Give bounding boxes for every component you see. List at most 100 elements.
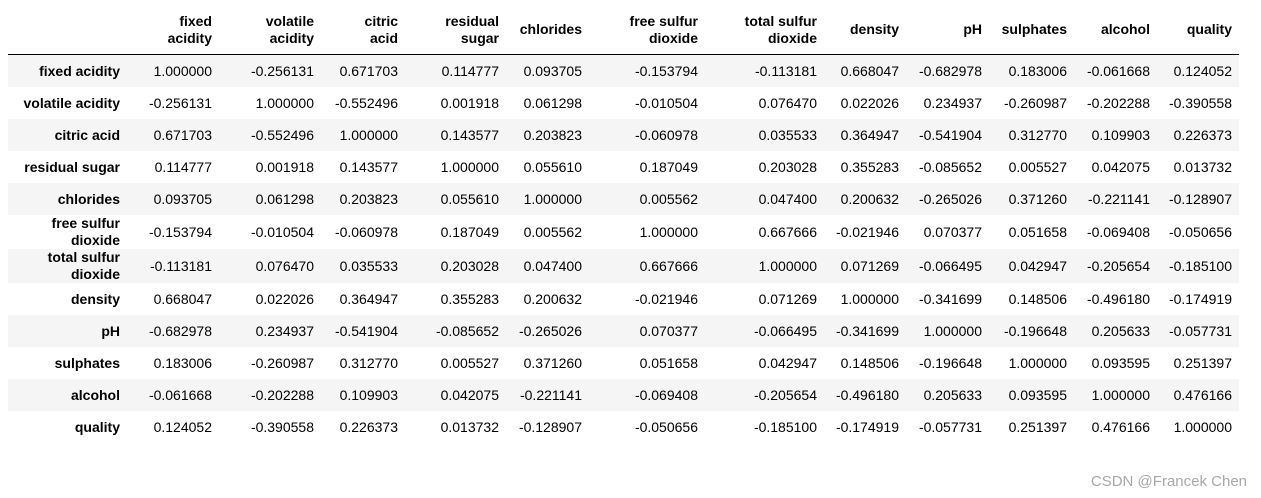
cell-value: -0.390558: [1168, 94, 1232, 111]
cell-value: 1.000000: [1008, 354, 1067, 371]
cell-value: 0.251397: [1173, 354, 1232, 371]
cell-value: 0.042075: [440, 386, 499, 403]
cell-value: -0.682978: [918, 62, 982, 79]
column-header-text: chlorides: [519, 21, 582, 37]
cell-value: 0.355283: [440, 290, 499, 307]
cell-value: 0.070377: [639, 322, 698, 339]
cell-value: 0.355283: [840, 158, 899, 175]
cell-value: 0.234937: [923, 94, 982, 111]
cell-value: 0.051658: [639, 354, 698, 371]
column-header-text: residual sugar: [445, 12, 499, 46]
cell-value: 0.070377: [923, 223, 982, 240]
cell-value: -0.010504: [634, 94, 698, 111]
cell-value: 0.042947: [758, 354, 817, 371]
cell-value: 0.183006: [1008, 62, 1067, 79]
row-label: total sulfur dioxide: [47, 249, 120, 282]
cell-value: 0.148506: [1008, 290, 1067, 307]
row-label: chlorides: [57, 190, 120, 207]
cell-value: 0.203823: [339, 190, 398, 207]
cell-value: 1.000000: [339, 126, 398, 143]
cell-value: -0.265026: [918, 190, 982, 207]
column-header: free sulfur dioxide: [589, 5, 705, 55]
cell-value: 0.203028: [440, 257, 499, 274]
column-header-text: sulphates: [1001, 21, 1067, 37]
cell-value: 0.093705: [523, 62, 582, 79]
cell-value: 0.055610: [440, 190, 499, 207]
cell-value: -0.185100: [753, 418, 817, 435]
table-row: density 0.668047 0.022026 0.364947 0.355283 0…: [8, 283, 1239, 315]
cell-value: 0.312770: [339, 354, 398, 371]
cell-value: 0.035533: [339, 257, 398, 274]
cell-value: 0.001918: [440, 94, 499, 111]
cell-value: -0.174919: [1168, 290, 1232, 307]
cell-value: -0.069408: [1086, 223, 1150, 240]
cell-value: -0.341699: [835, 322, 899, 339]
cell-value: -0.061668: [148, 386, 212, 403]
cell-value: -0.060978: [634, 126, 698, 143]
cell-value: -0.050656: [1168, 223, 1232, 240]
cell-value: 0.022026: [840, 94, 899, 111]
table-row: citric acid 0.671703 -0.552496 1.000000 0.14…: [8, 119, 1239, 151]
cell-value: 0.013732: [440, 418, 499, 435]
cell-value: -0.021946: [835, 223, 899, 240]
cell-value: -0.061668: [1086, 62, 1150, 79]
row-label: quality: [74, 418, 120, 435]
cell-value: -0.113181: [754, 62, 817, 79]
cell-value: 0.093595: [1091, 354, 1150, 371]
table-row: quality 0.124052 -0.390558 0.226373 0.013732…: [8, 411, 1239, 443]
cell-value: -0.202288: [250, 386, 314, 403]
row-label: pH: [101, 322, 120, 339]
cell-value: 0.203823: [523, 126, 582, 143]
column-header: sulphates: [989, 5, 1074, 55]
cell-value: -0.256131: [250, 62, 314, 79]
cell-value: 0.183006: [153, 354, 212, 371]
cell-value: 0.005562: [523, 223, 582, 240]
cell-value: -0.128907: [1168, 190, 1232, 207]
table-row: sulphates 0.183006 -0.260987 0.312770 0.0055…: [8, 347, 1239, 379]
cell-value: -0.256131: [148, 94, 212, 111]
column-header: pH: [906, 5, 989, 55]
cell-value: -0.205654: [753, 386, 817, 403]
cell-value: -0.060978: [334, 223, 398, 240]
cell-value: 0.047400: [523, 257, 582, 274]
cell-value: 0.312770: [1008, 126, 1067, 143]
cell-value: 1.000000: [840, 290, 899, 307]
column-header: volatile acidity: [219, 5, 321, 55]
cell-value: 0.234937: [255, 322, 314, 339]
cell-value: 0.187049: [639, 158, 698, 175]
cell-value: 0.476166: [1091, 418, 1150, 435]
cell-value: -0.552496: [334, 94, 398, 111]
column-header-text: volatile acidity: [265, 12, 314, 46]
cell-value: -0.010504: [250, 223, 314, 240]
row-label: volatile acidity: [23, 94, 120, 111]
cell-value: 0.124052: [1173, 62, 1232, 79]
column-header: chlorides: [506, 5, 589, 55]
cell-value: -0.153794: [634, 62, 698, 79]
column-header: quality: [1157, 5, 1239, 55]
row-label: free sulfur dioxide: [51, 215, 120, 248]
cell-value: 0.667666: [758, 223, 817, 240]
table-row: residual sugar 0.114777 0.001918 0.143577 1.…: [8, 151, 1239, 183]
column-header-text: alcohol: [1100, 21, 1150, 37]
cell-value: 0.226373: [1173, 126, 1232, 143]
column-header: density: [824, 5, 906, 55]
cell-value: 0.671703: [153, 126, 212, 143]
cell-value: 1.000000: [758, 257, 817, 274]
cell-value: 0.093595: [1008, 386, 1067, 403]
corner-cell: [8, 5, 127, 55]
column-header-text: free sulfur dioxide: [629, 12, 698, 46]
row-label: fixed acidity: [39, 62, 120, 79]
cell-value: 0.013732: [1173, 158, 1232, 175]
cell-value: 0.371260: [523, 354, 582, 371]
row-label: sulphates: [54, 354, 120, 371]
cell-value: -0.021946: [634, 290, 698, 307]
cell-value: 0.055610: [523, 158, 582, 175]
cell-value: -0.153794: [148, 223, 212, 240]
column-header: total sulfur dioxide: [705, 5, 824, 55]
cell-value: -0.057731: [918, 418, 982, 435]
cell-value: 0.051658: [1008, 223, 1067, 240]
cell-value: 0.371260: [1008, 190, 1067, 207]
cell-value: -0.682978: [148, 322, 212, 339]
column-header: citric acid: [321, 5, 405, 55]
cell-value: 0.671703: [339, 62, 398, 79]
